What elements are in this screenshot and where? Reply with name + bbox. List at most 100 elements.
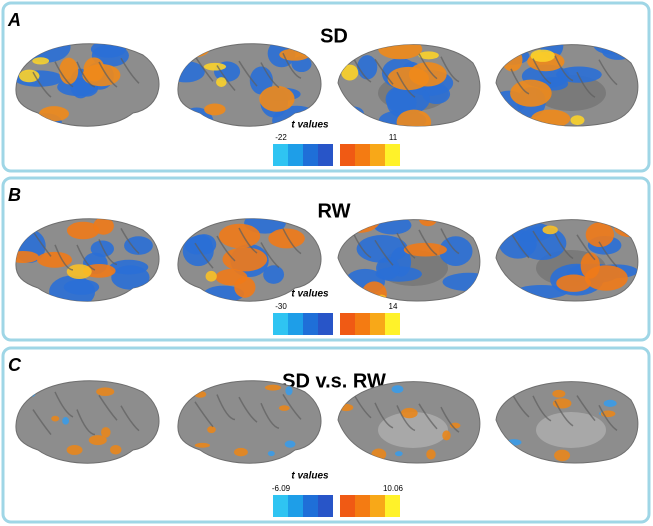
- activation-blob: [194, 442, 210, 448]
- activation-blob: [554, 449, 571, 462]
- brain-activations: [341, 44, 460, 127]
- panel-label: C: [8, 355, 22, 375]
- activation-blob: [109, 444, 122, 455]
- activation-blob: [59, 57, 79, 85]
- activation-blob: [218, 223, 261, 249]
- sulcus: [396, 232, 416, 259]
- colorbar-swatch: [355, 144, 370, 166]
- sulcus: [352, 56, 372, 83]
- colorbar-swatch: [318, 313, 333, 335]
- activation-blob: [37, 251, 73, 268]
- colorbar-min: -6.09: [272, 484, 291, 493]
- activation-blob: [233, 447, 248, 457]
- activation-blob: [93, 218, 114, 235]
- brain-view: [495, 44, 639, 127]
- brain-activations: [496, 381, 618, 462]
- activation-blob: [585, 222, 615, 248]
- colorbar-swatch: [318, 495, 333, 517]
- activation-blob: [418, 51, 439, 60]
- colorbar-swatch: [288, 313, 303, 335]
- activation-blob: [603, 399, 617, 407]
- colorbar-max: 11: [389, 133, 398, 142]
- activation-blob: [556, 274, 592, 292]
- sulcus: [532, 58, 552, 85]
- activation-blob: [66, 221, 100, 240]
- sulcus: [282, 393, 302, 420]
- sulcus: [554, 55, 574, 82]
- sulcus: [120, 228, 140, 254]
- sulcus: [32, 71, 52, 98]
- sulcus: [98, 61, 118, 88]
- sulcus: [440, 406, 460, 433]
- activation-blob: [462, 384, 477, 389]
- activation-blob: [531, 109, 571, 127]
- sulcus: [510, 232, 530, 259]
- sulcus: [238, 60, 258, 87]
- colorbar-swatch: [303, 495, 318, 517]
- activation-blob: [205, 270, 217, 282]
- activation-blob: [101, 427, 111, 438]
- sulcus: [396, 71, 416, 98]
- sulcus: [76, 61, 96, 88]
- activation-blob: [28, 389, 36, 397]
- sulcus: [194, 401, 214, 428]
- colorbar-label: t values: [291, 471, 329, 482]
- activation-blob: [179, 43, 212, 58]
- activation-blob: [394, 451, 403, 457]
- colorbar-swatch: [385, 495, 400, 517]
- panel-frame: [1, 1, 651, 173]
- brain-view: [495, 381, 639, 464]
- activation-blob: [267, 450, 275, 457]
- activation-blob: [341, 64, 359, 81]
- sulcus: [194, 242, 214, 269]
- panel-label: B: [8, 185, 21, 205]
- activation-blob: [371, 448, 387, 461]
- sulcus: [374, 58, 394, 85]
- activation-blob: [18, 69, 40, 83]
- sulcus: [576, 395, 596, 422]
- sulcus: [396, 405, 416, 432]
- activation-blob: [127, 452, 138, 460]
- activation-blob: [51, 415, 60, 422]
- medial-wall: [536, 412, 606, 448]
- brain-view: [177, 218, 322, 302]
- sulcus: [54, 61, 74, 88]
- colorbar-max: 10.06: [383, 484, 404, 493]
- sulcus: [576, 234, 596, 261]
- sulcus: [554, 233, 574, 260]
- activation-blob: [216, 77, 227, 87]
- colorbar-swatch: [355, 495, 370, 517]
- activation-blob: [32, 57, 50, 65]
- colorbar-swatch: [273, 495, 288, 517]
- sulcus: [32, 409, 52, 436]
- sulcus: [260, 242, 280, 269]
- colorbar-swatch: [370, 313, 385, 335]
- brain-view: [15, 380, 160, 464]
- colorbar-swatch: [303, 144, 318, 166]
- sulcus: [54, 391, 74, 418]
- sulcus: [418, 53, 438, 80]
- sulcus: [418, 403, 438, 430]
- activation-blob: [263, 265, 285, 284]
- sulcus: [238, 227, 258, 254]
- sulcus: [440, 228, 460, 255]
- brain-activations: [182, 218, 305, 302]
- activation-blob: [88, 435, 107, 446]
- sulcus: [374, 402, 394, 429]
- colorbar-swatch: [340, 495, 355, 517]
- activation-blob: [418, 219, 438, 227]
- activation-blob: [278, 405, 290, 411]
- brain-view: [337, 381, 481, 464]
- activation-blob: [403, 242, 447, 257]
- sulcus: [440, 56, 460, 83]
- sulcus: [120, 57, 140, 84]
- activation-blob: [66, 264, 92, 280]
- activation-blob: [204, 103, 226, 116]
- colorbar-swatch: [385, 313, 400, 335]
- activation-blob: [552, 389, 566, 398]
- activation-blob: [391, 385, 404, 394]
- activation-blob: [285, 386, 293, 396]
- panel-label: A: [7, 10, 21, 30]
- colorbar-min: -22: [275, 133, 287, 142]
- brain-view: [15, 43, 160, 127]
